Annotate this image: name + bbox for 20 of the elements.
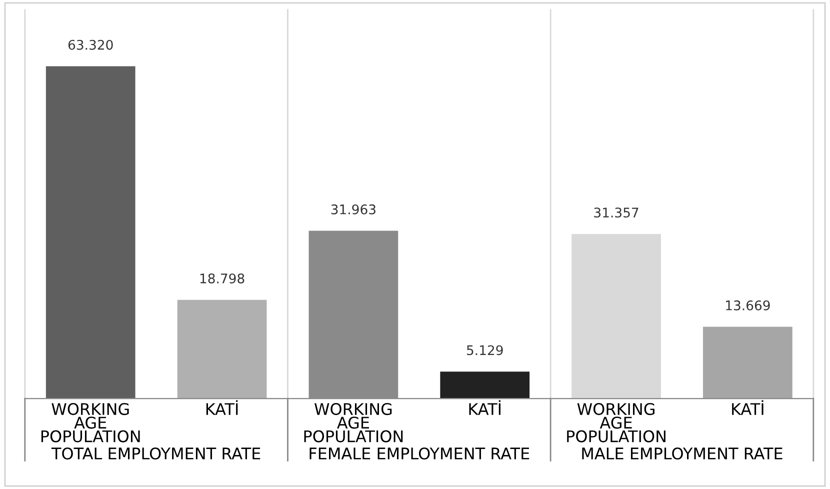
x-tick-label: WORKING AGE POPULATION xyxy=(304,402,403,442)
data-label: 31.357 xyxy=(594,208,638,218)
bar xyxy=(177,300,267,399)
text: FEMALE EMPLOYMENT RATE xyxy=(310,447,530,460)
data-label: 13.669 xyxy=(726,300,770,310)
data-label: 31.963 xyxy=(331,204,376,214)
text: MALE EMPLOYMENT RATE xyxy=(582,447,782,460)
x-tick-label: WORKING AGE POPULATION xyxy=(41,402,140,442)
data-label: 63.320 xyxy=(68,40,113,50)
bar xyxy=(703,326,792,399)
data-label: 5.129 xyxy=(466,345,503,356)
bar xyxy=(46,66,136,399)
x-tick-label: KATİ xyxy=(206,400,238,415)
bar xyxy=(572,234,661,399)
text: TOTAL EMPLOYMENT RATE xyxy=(51,447,260,460)
x-tick-label: KATİ xyxy=(732,400,764,415)
x-tick-label: WORKING AGE POPULATION xyxy=(567,402,666,442)
x-tick-label: KATİ xyxy=(469,400,500,415)
data-label: 18.798 xyxy=(200,273,244,284)
bar xyxy=(440,372,530,399)
